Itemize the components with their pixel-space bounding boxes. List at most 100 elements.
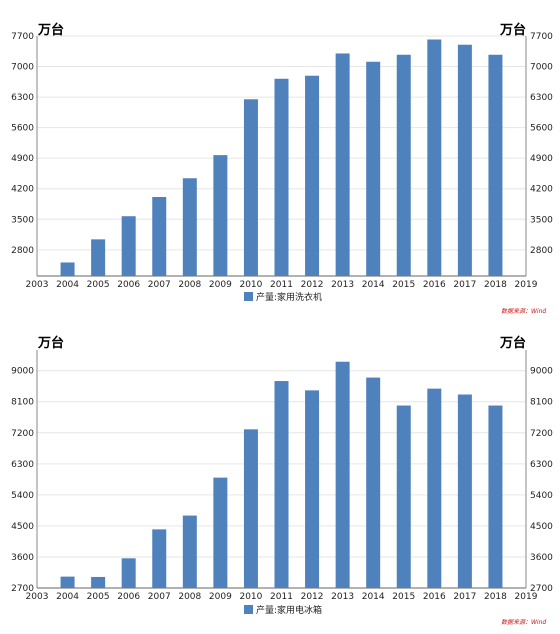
x-tick-label: 2006 [117, 280, 140, 290]
x-tick-label: 2011 [270, 592, 293, 602]
y-tick-label-right: 3500 [530, 215, 553, 225]
x-tick-label: 2012 [301, 592, 324, 602]
x-tick-label: 2014 [362, 592, 385, 602]
y-tick-label-left: 5600 [11, 124, 34, 134]
bar [305, 390, 320, 588]
x-tick-label: 2008 [178, 280, 201, 290]
y-tick-label-right: 9000 [530, 367, 553, 377]
bar [121, 216, 136, 276]
x-tick-label: 2019 [515, 592, 538, 602]
y-tick-label-right: 5400 [530, 491, 553, 501]
unit-label-left: 万台 [37, 335, 64, 351]
bar [91, 239, 106, 276]
bar [488, 54, 503, 276]
x-tick-label: 2009 [209, 592, 232, 602]
x-tick-label: 2017 [453, 592, 476, 602]
bar [274, 381, 289, 588]
bar [152, 529, 167, 588]
y-tick-label-left: 4500 [11, 522, 34, 532]
x-tick-label: 2013 [331, 280, 354, 290]
y-tick-label-left: 2700 [11, 584, 34, 594]
y-tick-label-right: 7200 [530, 429, 553, 439]
x-tick-label: 2013 [331, 592, 354, 602]
x-tick-label: 2008 [178, 592, 201, 602]
y-tick-label-left: 7700 [11, 32, 34, 42]
bar [335, 361, 350, 588]
x-tick-label: 2004 [56, 592, 79, 602]
bar [274, 78, 289, 276]
bar [366, 377, 381, 588]
x-tick-label: 2018 [484, 280, 507, 290]
legend-label: 产量:家用洗衣机 [256, 291, 322, 303]
y-tick-label-right: 6300 [530, 93, 553, 103]
bar [152, 197, 167, 276]
bar [213, 477, 228, 588]
x-tick-label: 2005 [87, 592, 110, 602]
bar [213, 155, 228, 276]
bar [457, 44, 472, 277]
x-tick-label: 2005 [87, 280, 110, 290]
bar [488, 405, 503, 588]
x-tick-label: 2011 [270, 280, 293, 290]
y-tick-label-right: 8100 [530, 398, 553, 408]
x-tick-label: 2006 [117, 592, 140, 602]
y-tick-label-right: 7000 [530, 63, 553, 73]
y-tick-label-left: 6300 [11, 93, 34, 103]
y-tick-label-left: 3500 [11, 215, 34, 225]
legend-swatch [244, 605, 253, 614]
bar [60, 576, 75, 588]
y-tick-label-right: 4500 [530, 522, 553, 532]
x-tick-label: 2004 [56, 280, 79, 290]
unit-label-left: 万台 [37, 22, 64, 38]
y-tick-label-right: 2800 [530, 246, 553, 256]
legend-swatch [244, 292, 253, 301]
x-tick-label: 2016 [423, 280, 446, 290]
y-tick-label-left: 4900 [11, 154, 34, 164]
y-tick-label-right: 7700 [530, 32, 553, 42]
y-tick-label-right: 2700 [530, 584, 553, 594]
bar [335, 53, 350, 276]
x-tick-label: 2019 [515, 280, 538, 290]
y-tick-label-left: 4200 [11, 185, 34, 195]
x-tick-label: 2007 [148, 280, 171, 290]
y-tick-label-left: 7000 [11, 63, 34, 73]
y-tick-label-left: 5400 [11, 491, 34, 501]
source-note: 数据来源：Wind [501, 618, 546, 626]
y-tick-label-right: 6300 [530, 460, 553, 470]
bar [91, 576, 106, 588]
x-tick-label: 2003 [26, 592, 49, 602]
bar [366, 61, 381, 276]
x-tick-label: 2017 [453, 280, 476, 290]
x-tick-label: 2010 [239, 592, 262, 602]
x-tick-label: 2018 [484, 592, 507, 602]
x-tick-label: 2016 [423, 592, 446, 602]
y-tick-label-right: 3600 [530, 553, 553, 563]
source-note: 数据来源：Wind [501, 307, 546, 315]
x-tick-label: 2014 [362, 280, 385, 290]
x-tick-label: 2007 [148, 592, 171, 602]
bar [305, 75, 320, 276]
bar [243, 429, 258, 588]
y-tick-label-left: 2800 [11, 246, 34, 256]
y-tick-label-left: 8100 [11, 398, 34, 408]
x-tick-label: 2003 [26, 280, 49, 290]
bar [457, 394, 472, 588]
bar [396, 54, 411, 276]
bar [182, 515, 197, 588]
x-tick-label: 2015 [392, 592, 415, 602]
y-tick-label-left: 6300 [11, 460, 34, 470]
x-tick-label: 2015 [392, 280, 415, 290]
y-tick-label-right: 4200 [530, 185, 553, 195]
bar [60, 262, 75, 276]
bar [427, 39, 442, 277]
y-tick-label-right: 4900 [530, 154, 553, 164]
bar [243, 99, 258, 276]
bar [396, 405, 411, 588]
unit-label-right: 万台 [499, 22, 526, 38]
y-tick-label-left: 7200 [11, 429, 34, 439]
unit-label-right: 万台 [499, 335, 526, 351]
x-tick-label: 2012 [301, 280, 324, 290]
y-tick-label-left: 9000 [11, 367, 34, 377]
y-tick-label-left: 3600 [11, 553, 34, 563]
